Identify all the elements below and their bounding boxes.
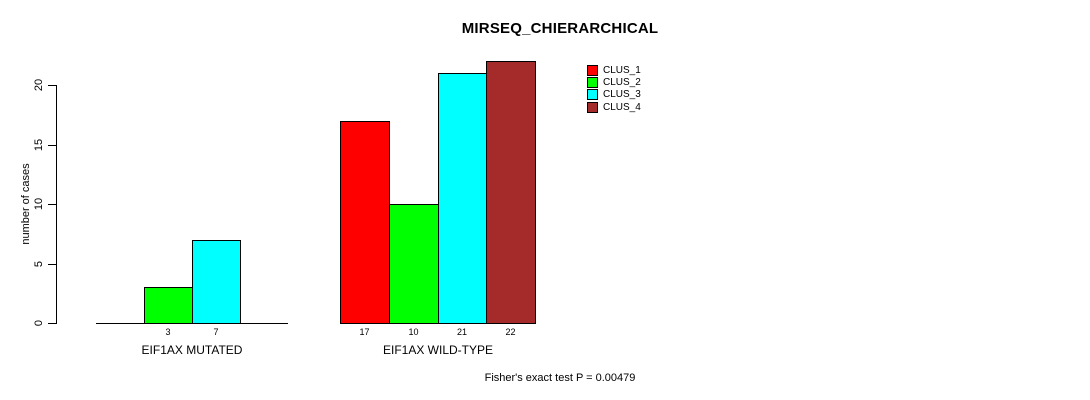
y-axis-line (56, 85, 57, 324)
bar-value-label: 22 (505, 327, 516, 337)
legend-swatch-icon (587, 89, 598, 101)
bar-clus_4 (486, 61, 536, 324)
legend-label: CLUS_2 (603, 77, 641, 89)
y-axis-tick-label: 20 (33, 78, 45, 92)
legend-item: CLUS_1 (587, 64, 641, 76)
bar-clus_3 (192, 240, 241, 324)
y-axis-tick-label: 10 (33, 197, 45, 211)
legend-swatch-icon (587, 101, 598, 113)
legend-item: CLUS_2 (587, 76, 641, 89)
legend-swatch-icon (587, 77, 598, 89)
bar-clus_2 (389, 204, 439, 324)
bar-value-label: 3 (165, 327, 171, 337)
bar-value-label: 7 (213, 327, 219, 337)
y-axis-title: number of cases (20, 163, 32, 245)
bar-clus_1 (340, 121, 390, 324)
category-label: EIF1AX MUTATED (141, 343, 243, 357)
footnote-stat-text: Fisher's exact test P = 0.00479 (484, 372, 636, 384)
y-axis-tick (48, 145, 56, 146)
legend-label: CLUS_3 (603, 89, 641, 101)
legend-swatch-icon (587, 64, 598, 76)
y-axis-tick (48, 323, 56, 324)
bar-clus_3 (438, 73, 487, 324)
bar-value-label: 21 (456, 327, 467, 337)
legend-item: CLUS_4 (587, 101, 641, 113)
legend-item: CLUS_3 (587, 89, 641, 101)
bar-value-label: 17 (359, 327, 370, 337)
y-axis-tick-label: 5 (33, 260, 45, 268)
y-axis-tick (48, 264, 56, 265)
legend-label: CLUS_1 (603, 64, 641, 76)
category-label: EIF1AX WILD-TYPE (382, 343, 494, 357)
bar-value-label: 10 (408, 327, 419, 337)
y-axis-tick (48, 204, 56, 205)
chart-title: MIRSEQ_CHIERARCHICAL (461, 20, 659, 37)
bar-clus_2 (144, 287, 193, 324)
y-axis-tick (48, 85, 56, 86)
y-axis-tick-label: 15 (33, 138, 45, 152)
legend-label: CLUS_4 (603, 101, 641, 113)
y-axis-tick-label: 0 (33, 319, 45, 327)
legend: CLUS_1 CLUS_2 CLUS_3 CLUS_4 (587, 64, 641, 114)
